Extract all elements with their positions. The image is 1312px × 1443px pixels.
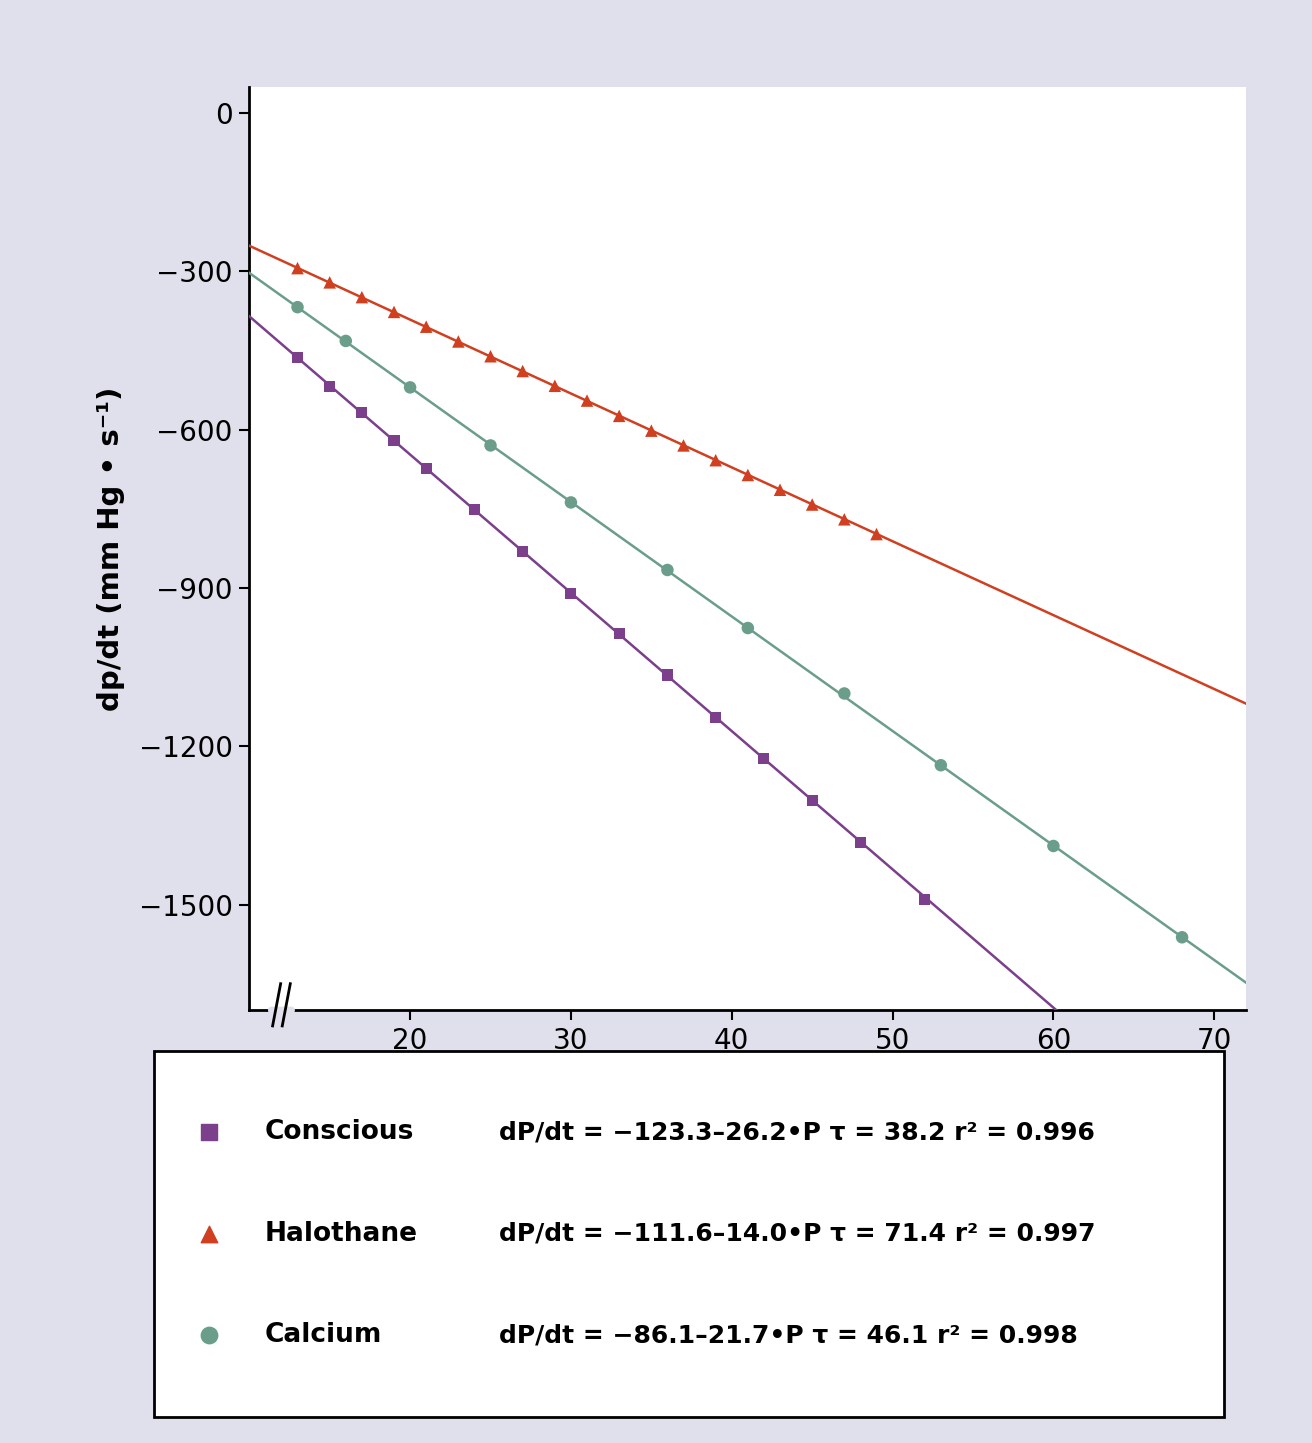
Point (560, 582, 581, 605)
Point (383, 429, 404, 452)
Point (383, 300, 404, 323)
X-axis label: Ventricular pressure (mm Hg): Ventricular pressure (mm Hg) (479, 1072, 1017, 1102)
Point (737, 463, 758, 486)
Point (770, 478, 791, 501)
Point (199, 1222, 220, 1245)
Point (609, 622, 630, 645)
Point (834, 683, 855, 706)
Point (914, 887, 935, 911)
Point (576, 390, 597, 413)
Point (753, 747, 774, 771)
Point (705, 449, 726, 472)
Point (352, 401, 373, 424)
Point (640, 418, 661, 442)
Point (287, 257, 308, 280)
Point (336, 329, 357, 352)
Point (199, 1121, 220, 1144)
Point (560, 491, 581, 514)
Point (480, 434, 501, 457)
Point (705, 706, 726, 729)
Point (416, 456, 437, 479)
Point (1043, 834, 1064, 857)
Point (802, 788, 823, 811)
Text: dP/dt = −111.6–14.0•P τ = 71.4 r² = 0.997: dP/dt = −111.6–14.0•P τ = 71.4 r² = 0.99… (499, 1222, 1096, 1245)
Point (802, 494, 823, 517)
Y-axis label: dp/dt (mm Hg • s⁻¹): dp/dt (mm Hg • s⁻¹) (97, 387, 125, 710)
Point (657, 558, 678, 582)
Point (512, 359, 533, 382)
Point (287, 346, 308, 369)
Point (319, 271, 340, 294)
Point (480, 345, 501, 368)
Point (464, 498, 485, 521)
Point (416, 315, 437, 338)
Text: Conscious: Conscious (265, 1120, 415, 1146)
Text: Calcium: Calcium (265, 1322, 382, 1348)
Point (1172, 926, 1193, 949)
Text: Halothane: Halothane (265, 1221, 419, 1247)
Point (850, 831, 871, 854)
Point (400, 375, 421, 398)
Point (447, 330, 468, 354)
Point (199, 1323, 220, 1346)
Point (657, 664, 678, 687)
Point (609, 404, 630, 427)
Point (319, 375, 340, 398)
Point (834, 508, 855, 531)
Point (673, 434, 694, 457)
Text: dP/dt = −123.3–26.2•P τ = 38.2 r² = 0.996: dP/dt = −123.3–26.2•P τ = 38.2 r² = 0.99… (499, 1120, 1096, 1144)
Point (352, 286, 373, 309)
Point (287, 296, 308, 319)
Point (866, 522, 887, 545)
Point (737, 616, 758, 639)
Point (930, 753, 951, 776)
Point (544, 374, 565, 397)
Text: dP/dt = −86.1–21.7•P τ = 46.1 r² = 0.998: dP/dt = −86.1–21.7•P τ = 46.1 r² = 0.998 (499, 1323, 1078, 1348)
Point (512, 540, 533, 563)
